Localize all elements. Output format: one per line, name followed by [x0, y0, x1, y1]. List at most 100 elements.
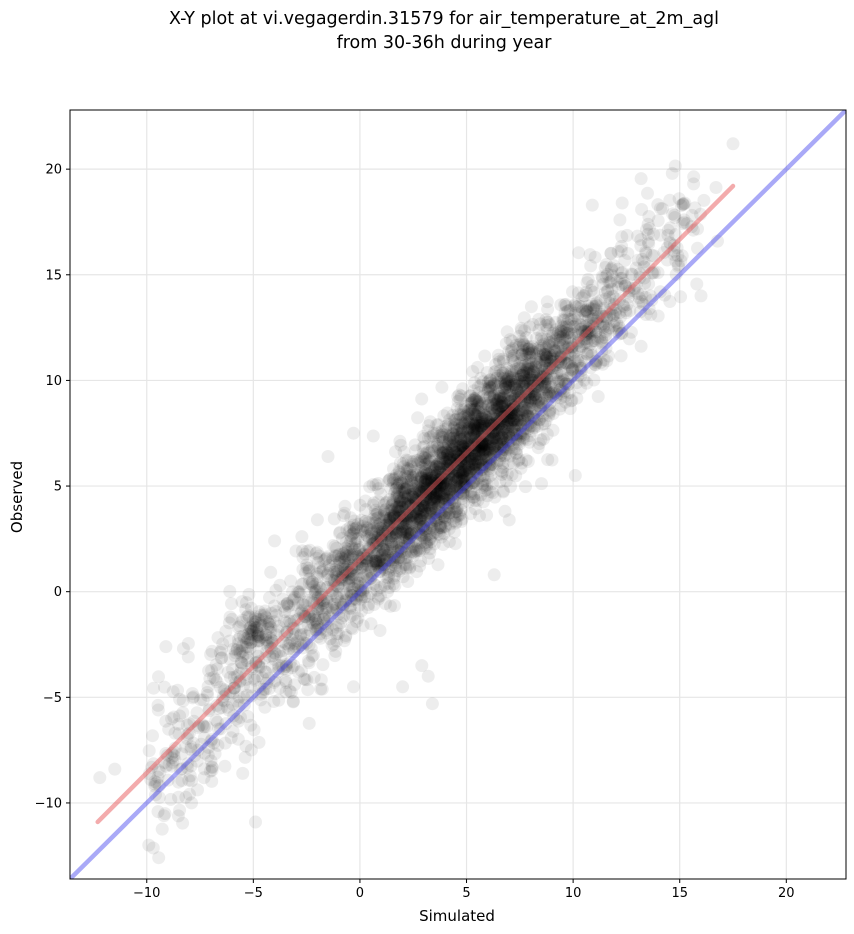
scatter-point — [481, 381, 495, 395]
scatter-point — [534, 339, 548, 353]
scatter-point — [433, 519, 447, 533]
scatter-point — [362, 531, 376, 545]
scatter-point — [479, 445, 493, 459]
scatter-point — [562, 319, 576, 333]
scatter-point — [473, 418, 487, 432]
scatter-point — [151, 805, 165, 819]
scatter-point — [481, 451, 495, 465]
scatter-point — [417, 499, 431, 513]
scatter-point — [437, 486, 451, 500]
scatter-point — [338, 553, 352, 567]
scatter-point — [346, 518, 360, 532]
scatter-point — [565, 327, 579, 341]
scatter-point — [354, 525, 368, 538]
scatter-point — [548, 344, 561, 357]
scatter-point — [500, 467, 514, 481]
scatter-point — [392, 465, 406, 479]
scatter-point — [456, 439, 470, 452]
scatter-point — [490, 401, 504, 415]
scatter-point — [439, 482, 453, 496]
scatter-point — [410, 482, 424, 496]
scatter-point — [490, 434, 504, 448]
scatter-point — [450, 473, 464, 487]
scatter-point — [486, 446, 500, 460]
scatter-point — [299, 595, 313, 609]
scatter-point — [440, 490, 454, 503]
scatter-point — [414, 514, 428, 528]
scatter-point — [480, 453, 493, 467]
scatter-point — [419, 464, 433, 478]
scatter-point — [539, 313, 553, 327]
scatter-point — [284, 574, 298, 588]
scatter-point — [392, 541, 406, 555]
scatter-point — [496, 352, 510, 366]
scatter-point — [467, 407, 481, 421]
scatter-point — [401, 529, 415, 543]
scatter-point — [456, 496, 470, 510]
scatter-point — [301, 654, 315, 668]
scatter-point — [573, 359, 587, 373]
scatter-point — [532, 323, 546, 337]
scatter-point — [454, 466, 468, 480]
scatter-point — [409, 444, 423, 458]
scatter-point — [371, 522, 385, 536]
scatter-point — [398, 497, 412, 511]
scatter-point — [367, 598, 381, 611]
scatter-point — [405, 517, 419, 531]
scatter-point — [568, 364, 582, 378]
scatter-point — [524, 402, 538, 416]
scatter-point — [454, 402, 468, 416]
scatter-point — [571, 369, 585, 383]
scatter-point — [379, 503, 393, 517]
scatter-point — [504, 444, 518, 458]
scatter-point — [472, 457, 485, 471]
scatter-point — [541, 398, 555, 412]
scatter-point — [371, 495, 385, 508]
scatter-point — [455, 478, 469, 492]
scatter-point — [399, 472, 413, 486]
scatter-point — [425, 499, 439, 513]
scatter-point — [563, 331, 576, 345]
scatter-point — [410, 526, 423, 540]
scatter-point — [484, 381, 497, 395]
scatter-point — [269, 583, 283, 597]
scatter-point — [467, 476, 481, 490]
scatter-point — [286, 593, 300, 607]
scatter-point — [525, 391, 539, 405]
scatter-point — [313, 627, 327, 641]
scatter-point — [449, 475, 462, 489]
scatter-point — [526, 411, 540, 425]
scatter-point — [421, 471, 435, 485]
scatter-point — [450, 423, 464, 437]
scatter-point — [487, 377, 501, 391]
scatter-point — [363, 571, 377, 585]
scatter-point — [588, 250, 602, 264]
scatter-point — [384, 599, 397, 613]
scatter-point — [497, 388, 511, 402]
scatter-point — [453, 392, 467, 406]
scatter-point — [399, 523, 413, 537]
scatter-point — [483, 373, 497, 387]
scatter-point — [411, 411, 425, 425]
scatter-point — [525, 395, 539, 409]
scatter-point — [472, 414, 486, 428]
scatter-point — [429, 487, 443, 501]
scatter-point — [477, 460, 491, 474]
scatter-point — [485, 380, 499, 394]
scatter-point — [415, 460, 429, 474]
scatter-point — [427, 444, 441, 458]
scatter-point — [405, 489, 419, 503]
scatter-point — [553, 327, 567, 341]
scatter-point — [401, 469, 415, 483]
x-tick-label: −10 — [133, 886, 160, 901]
scatter-point — [589, 354, 602, 368]
scatter-point — [447, 514, 461, 528]
scatter-point — [472, 462, 486, 476]
scatter-point — [416, 500, 430, 513]
scatter-point — [415, 503, 429, 517]
scatter-point — [428, 463, 442, 476]
scatter-point — [506, 413, 520, 427]
scatter-point — [426, 429, 440, 443]
x-axis: −10 −5 0 5 10 15 20 — [133, 879, 795, 901]
scatter-point — [495, 396, 508, 410]
